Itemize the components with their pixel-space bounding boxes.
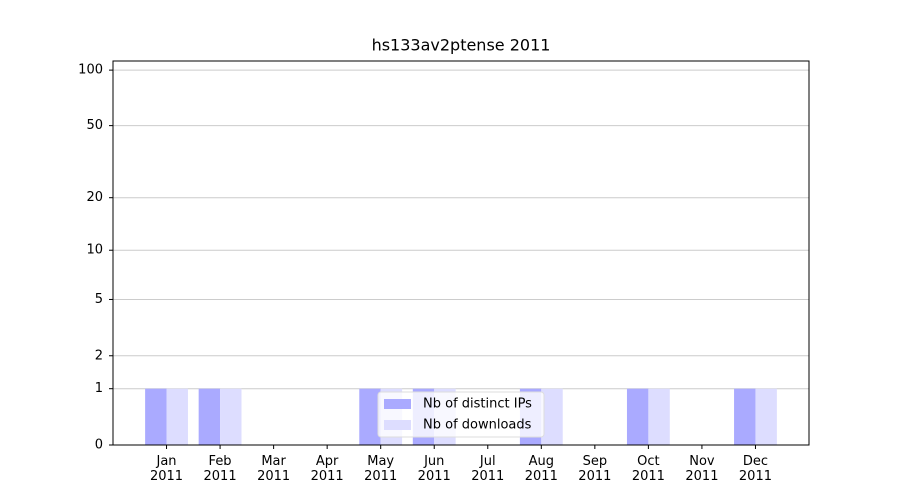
bar (648, 388, 670, 445)
x-tick-label: Jul 2011 (471, 454, 505, 484)
bar (166, 388, 188, 445)
x-tick-label: Jun 2011 (417, 454, 451, 484)
bar (359, 388, 381, 445)
bar (145, 388, 167, 445)
bar (220, 388, 242, 445)
legend-label: Nb of downloads (423, 418, 532, 433)
x-tick-label: Sep 2011 (578, 454, 612, 484)
y-tick-label: 50 (86, 118, 103, 133)
bar (541, 388, 563, 445)
x-tick-label: Aug 2011 (524, 454, 558, 484)
legend-label: Nb of distinct IPs (423, 397, 532, 412)
x-tick-label: Apr 2011 (310, 454, 344, 484)
bar (734, 388, 756, 445)
x-tick-label: May 2011 (364, 454, 398, 484)
legend-box (377, 391, 545, 438)
x-tick-label: Feb 2011 (203, 454, 237, 484)
x-tick-label: Jan 2011 (149, 454, 184, 484)
y-tick-label: 1 (95, 381, 103, 396)
plot-frame (112, 60, 810, 446)
y-tick-label: 0 (95, 438, 103, 453)
x-tick-label: Nov 2011 (685, 454, 719, 484)
legend-swatch (384, 399, 411, 409)
y-tick-label: 2 (95, 348, 103, 363)
bar (198, 388, 221, 445)
legend: Nb of distinct IPs Nb of downloads (377, 391, 545, 438)
y-tick-label: 100 (78, 63, 103, 78)
x-tick-label: Oct 2011 (631, 454, 665, 484)
y-tick-label: 20 (86, 190, 103, 205)
x-tick-label: Dec 2011 (738, 454, 772, 484)
bar (755, 388, 777, 445)
bar (626, 388, 649, 445)
y-tick-label: 5 (95, 292, 103, 307)
x-tick-label: Mar 2011 (257, 454, 291, 484)
chart-title: hs133av2ptense 2011 (372, 36, 551, 55)
legend-swatch (384, 420, 411, 430)
y-tick-label: 10 (86, 243, 103, 258)
